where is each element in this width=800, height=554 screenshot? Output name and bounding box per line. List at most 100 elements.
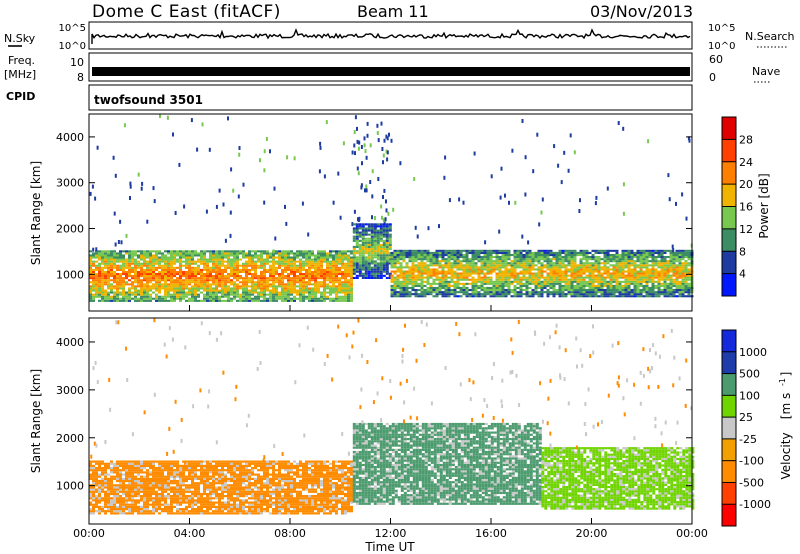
heatmap-cell xyxy=(170,273,173,276)
heatmap-cell xyxy=(317,277,320,280)
heatmap-cell xyxy=(474,295,478,298)
heatmap-cell xyxy=(591,293,595,296)
heatmap-cell xyxy=(128,484,131,487)
heatmap-cell xyxy=(570,295,574,298)
heatmap-cell xyxy=(441,270,445,273)
heatmap-cell xyxy=(564,256,568,259)
heatmap-cell xyxy=(128,462,131,465)
heatmap-cell xyxy=(326,262,329,265)
heatmap-cell xyxy=(233,293,236,296)
heatmap-cell xyxy=(95,484,98,487)
heatmap-cell xyxy=(251,293,254,296)
heatmap-cell xyxy=(648,293,652,296)
heatmap-cell xyxy=(639,262,643,265)
heatmap-cell xyxy=(561,249,565,252)
heatmap-cell xyxy=(98,250,101,253)
heatmap-cell xyxy=(615,268,619,271)
heatmap-cell xyxy=(278,291,281,294)
heatmap-cell xyxy=(320,297,323,300)
heatmap-cell xyxy=(622,182,625,187)
heatmap-cell xyxy=(447,291,451,294)
heatmap-cell xyxy=(492,293,496,296)
heatmap-cell xyxy=(293,287,296,290)
heatmap-cell xyxy=(358,258,362,261)
heatmap-cell xyxy=(681,295,685,298)
heatmap-cell xyxy=(405,274,409,277)
heatmap-cell xyxy=(531,274,535,277)
heatmap-cell xyxy=(573,150,576,155)
heatmap-cell xyxy=(468,260,472,263)
heatmap-cell xyxy=(129,184,132,189)
heatmap-cell xyxy=(483,286,487,289)
heatmap-cell xyxy=(146,273,149,276)
heatmap-cell xyxy=(486,272,490,275)
heatmap-cell xyxy=(450,274,454,277)
heatmap-cell xyxy=(660,291,664,294)
heatmap-cell xyxy=(471,286,475,289)
heatmap-cell xyxy=(609,282,613,285)
heatmap-cell xyxy=(116,299,119,302)
heatmap-cell xyxy=(591,280,595,283)
heatmap-cell xyxy=(248,268,251,271)
heatmap-cell xyxy=(528,286,532,289)
heatmap-cell xyxy=(245,281,248,284)
heatmap-cell xyxy=(191,293,194,296)
heatmap-cell xyxy=(200,277,203,280)
heatmap-cell xyxy=(465,266,469,269)
heatmap-cell xyxy=(405,249,409,252)
heatmap-cell xyxy=(447,270,451,273)
heatmap-cell xyxy=(373,233,377,236)
heatmap-cell xyxy=(498,286,502,289)
power-colorbar-tick: 8 xyxy=(739,245,746,258)
heatmap-cell xyxy=(531,272,535,275)
heatmap-cell xyxy=(242,182,245,187)
heatmap-cell xyxy=(441,266,445,269)
heatmap-cell xyxy=(224,270,227,273)
heatmap-cell xyxy=(293,264,296,267)
heatmap-cell xyxy=(155,252,158,255)
heatmap-cell xyxy=(361,268,365,271)
heatmap-cell xyxy=(576,254,580,257)
heatmap-cell xyxy=(197,277,200,280)
heatmap-cell xyxy=(360,145,363,149)
heatmap-cell xyxy=(281,279,284,282)
heatmap-cell xyxy=(546,249,550,252)
heatmap-cell xyxy=(272,252,275,255)
heatmap-cell xyxy=(489,270,493,273)
heatmap-cell xyxy=(627,286,631,289)
heatmap-cell xyxy=(212,252,215,255)
heatmap-cell xyxy=(140,295,143,298)
heatmap-cell xyxy=(513,289,517,292)
heatmap-cell xyxy=(435,282,439,285)
heatmap-cell xyxy=(382,195,384,199)
heatmap-cell xyxy=(101,477,104,480)
heatmap-cell xyxy=(218,270,221,273)
heatmap-cell xyxy=(519,289,523,292)
heatmap-cell xyxy=(402,251,406,254)
heatmap-cell xyxy=(373,227,377,230)
heatmap-cell xyxy=(149,482,152,485)
heatmap-cell xyxy=(302,287,305,290)
heatmap-cell xyxy=(110,467,113,470)
heatmap-cell xyxy=(471,251,475,254)
heatmap-cell xyxy=(358,227,362,230)
heatmap-cell xyxy=(128,256,131,259)
heatmap-cell xyxy=(531,260,535,263)
heatmap-cell xyxy=(134,289,137,292)
heatmap-cell xyxy=(344,287,347,290)
heatmap-cell xyxy=(426,274,430,277)
heatmap-cell xyxy=(483,262,487,265)
heatmap-cell xyxy=(302,277,305,280)
heatmap-cell xyxy=(453,254,457,257)
heatmap-cell xyxy=(456,258,460,261)
heatmap-cell xyxy=(483,268,487,271)
heatmap-cell xyxy=(161,264,164,267)
heatmap-cell xyxy=(266,252,269,255)
heatmap-cell xyxy=(483,282,487,285)
heatmap-cell xyxy=(320,260,323,263)
heatmap-cell xyxy=(675,256,679,259)
heatmap-cell xyxy=(531,256,535,259)
heatmap-cell xyxy=(98,505,101,508)
heatmap-cell xyxy=(444,155,447,160)
heatmap-cell xyxy=(347,287,350,290)
